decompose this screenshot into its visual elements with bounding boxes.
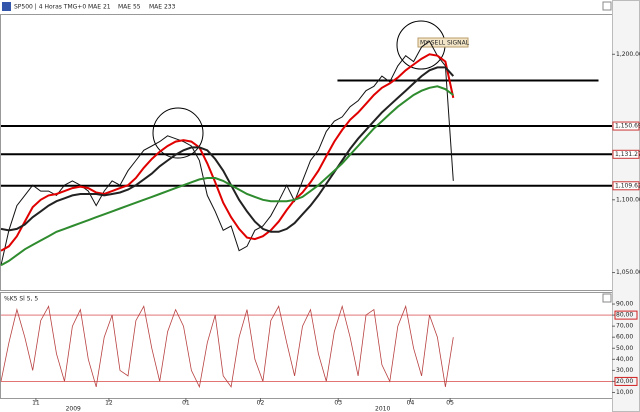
close-box[interactable] (602, 293, 612, 303)
lower-title: %K5 Sl 5, 5 (4, 296, 38, 303)
level-tick-box (614, 376, 638, 386)
y-tick-label: 60,00 (616, 334, 633, 341)
annotation-box (417, 37, 469, 48)
level-tick-box (614, 310, 638, 320)
highlight-circle (152, 107, 204, 159)
x-tick-label: 12 (105, 400, 113, 407)
series-line (0, 53, 455, 252)
series-line (0, 304, 454, 389)
level-label-box (612, 181, 640, 191)
series-line (0, 66, 455, 233)
year-label: 2010 (375, 406, 390, 412)
level-label: 1,131.27 (615, 151, 640, 158)
y-tick-label: 30,00 (616, 367, 633, 374)
level-label-box (612, 149, 640, 159)
y-tick-label: 80,00 (616, 312, 633, 319)
x-tick-label: 01 (182, 400, 190, 407)
y-tick-label: 70,00 (616, 323, 633, 330)
y-tick-label: 10,00 (616, 389, 633, 396)
y-tick-label: 1,050.00 (616, 269, 640, 276)
symbol-icon (2, 2, 11, 11)
level-label: 1,109.62 (615, 182, 640, 189)
legend-entry: MAE 233 (149, 4, 176, 11)
level-label: 1,150.69 (615, 123, 640, 130)
y-tick-label: 50,00 (616, 345, 633, 352)
x-tick-label: 11 (32, 400, 40, 407)
y-tick-label: 90,00 (616, 301, 633, 308)
x-tick-label: 03 (334, 400, 342, 407)
annotation: MY SELL SIGNAL (420, 40, 470, 47)
y-tick-label: 20,00 (616, 378, 633, 385)
right-axis (612, 0, 640, 412)
close-box[interactable] (602, 1, 612, 11)
y-tick-label: 1,200.00 (616, 51, 640, 58)
legend-entry: MAE 55 (118, 4, 141, 11)
y-tick-label: 1,100.00 (616, 196, 640, 203)
year-label: 2009 (66, 406, 81, 412)
y-tick-label: 40,00 (616, 356, 633, 363)
series-line (0, 85, 454, 267)
x-tick-label: 02 (257, 400, 265, 407)
chart-title: SP500 | 4 Horas TMG+0 (14, 4, 86, 11)
plot: 1,050.00 1,100.00 1,200.00 1,150.69 1,131.27… (0, 40, 640, 412)
x-tick-label: 04 (407, 400, 415, 407)
series-line (0, 40, 454, 266)
x-tick-label: 05 (446, 400, 454, 407)
level-label-box (612, 121, 640, 131)
legend-entry: MAE 21 (88, 4, 111, 11)
